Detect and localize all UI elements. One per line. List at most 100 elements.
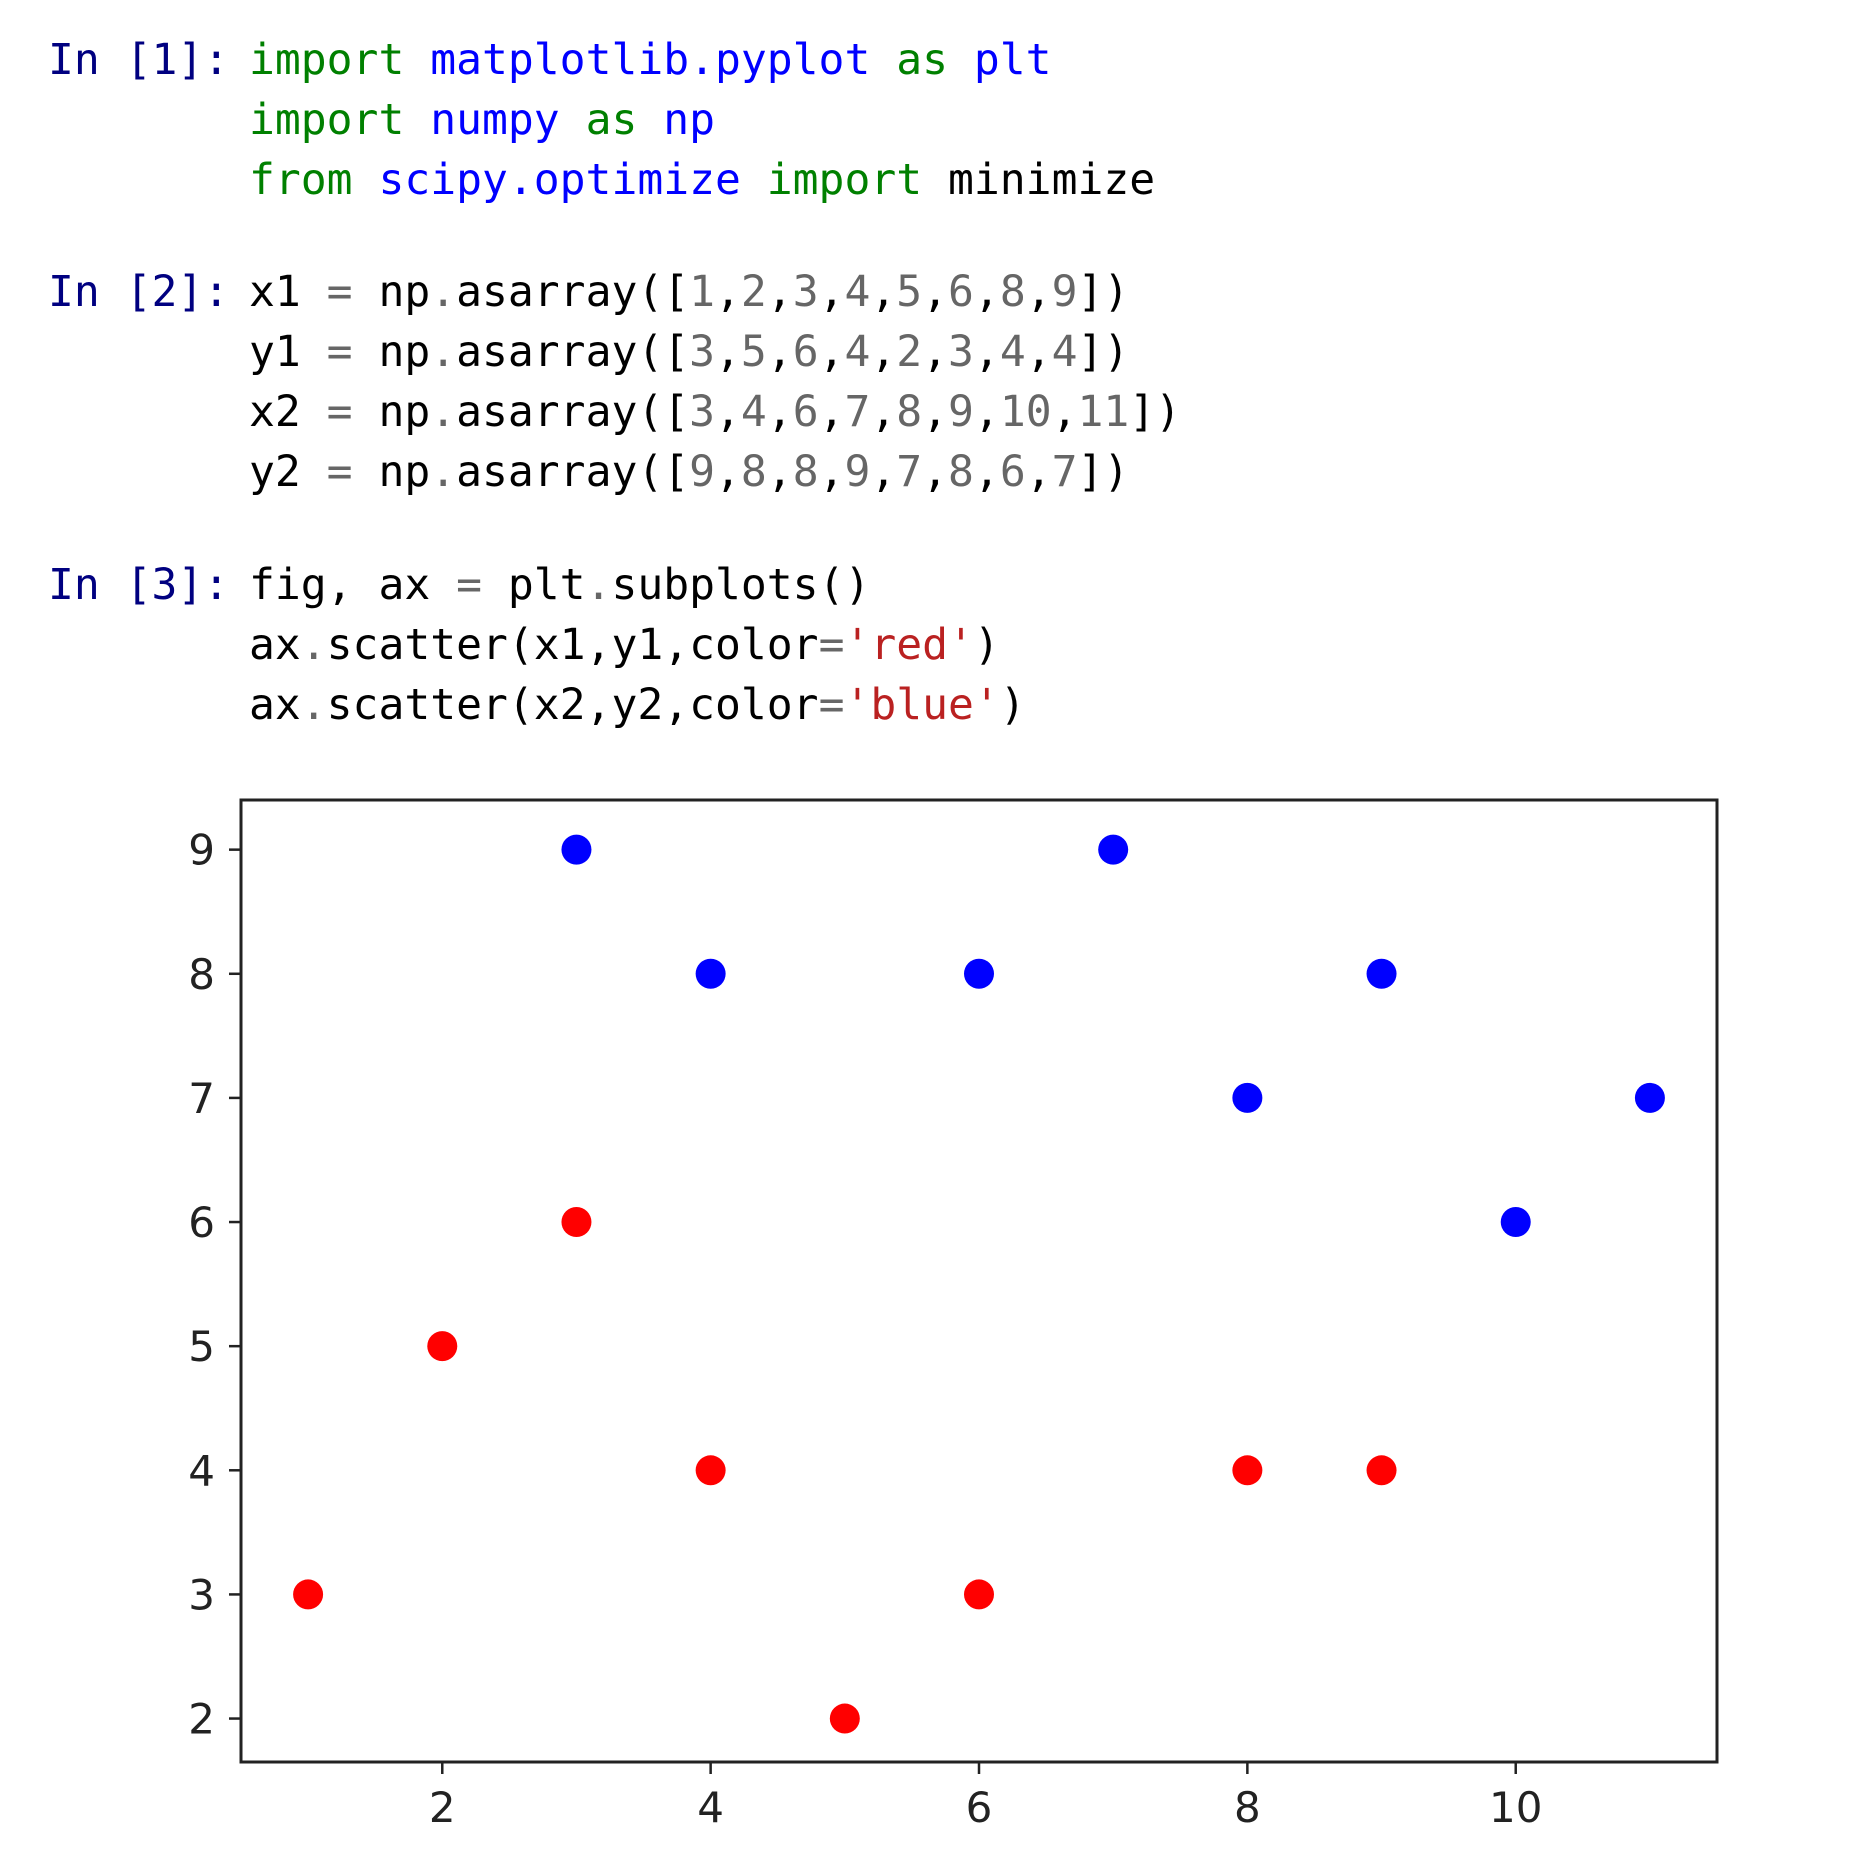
code-token: import [249, 35, 405, 85]
code-token: plt [482, 560, 586, 610]
code-input[interactable]: import matplotlib.pyplot as plt import nu… [249, 30, 1155, 210]
plot-frame [239, 798, 1719, 1764]
scatter-point [1098, 834, 1129, 865]
code-token: ]) [1129, 387, 1182, 437]
code-token: 2 [896, 327, 923, 377]
code-token: scatter(x1,y1,color [326, 620, 819, 670]
code-line: x1 = np.asarray([1,2,3,4,5,6,8,9]) [249, 262, 1181, 322]
y-tick-label: 4 [188, 1446, 215, 1495]
code-token: 1 [689, 267, 716, 317]
x-tick-label: 2 [429, 1783, 456, 1832]
code-token: , [973, 447, 1000, 497]
code-token: from [249, 155, 353, 205]
code-token [637, 95, 663, 145]
code-token [948, 35, 974, 85]
code-token: , [870, 387, 897, 437]
code-token: 9 [689, 447, 716, 497]
x-tick-label: 10 [1489, 1783, 1542, 1832]
code-token: , [922, 267, 949, 317]
y-tick-label: 5 [188, 1322, 215, 1371]
code-token: 4 [740, 387, 767, 437]
code-token: 5 [740, 327, 767, 377]
code-token: x2 [249, 387, 327, 437]
code-token: 6 [792, 387, 819, 437]
code-token [870, 35, 896, 85]
code-line: from scipy.optimize import minimize [249, 150, 1155, 210]
code-token: ax [249, 680, 301, 730]
code-token: , [973, 327, 1000, 377]
code-token: 4 [844, 267, 871, 317]
code-token: as [585, 95, 638, 145]
code-token: 8 [896, 387, 923, 437]
code-token: , [870, 327, 897, 377]
code-token: . [430, 327, 457, 377]
code-token: as [896, 35, 949, 85]
code-token: . [585, 560, 612, 610]
code-token: , [766, 447, 793, 497]
scatter-point [695, 1455, 726, 1486]
code-token: , [1025, 447, 1052, 497]
cell-prompt: In [3]: [48, 560, 230, 610]
y-tick-label: 6 [188, 1198, 215, 1247]
code-token: , [870, 447, 897, 497]
code-token: scipy.optimize [378, 155, 741, 205]
code-token: y2 [249, 447, 327, 497]
code-token: ax [249, 620, 301, 670]
code-token: asarray([ [456, 447, 690, 497]
code-line: fig, ax = plt.subplots() [249, 555, 1026, 615]
code-token [560, 95, 586, 145]
code-token [353, 155, 379, 205]
code-token: , [715, 387, 741, 437]
code-line: ax.scatter(x2,y2,color='blue') [249, 675, 1026, 735]
code-token: . [430, 267, 457, 317]
code-token: , [922, 387, 949, 437]
code-token: numpy [430, 95, 560, 145]
code-input[interactable]: fig, ax = plt.subplots() ax.scatter(x1,y1… [249, 555, 1026, 735]
code-token: 2 [740, 267, 767, 317]
scatter-point [1366, 1455, 1397, 1486]
scatter-point [695, 958, 726, 989]
code-token: = [456, 560, 482, 610]
code-input[interactable]: x1 = np.asarray([1,2,3,4,5,6,8,9]) y1 = n… [249, 262, 1181, 502]
cell-prompt: In [1]: [48, 35, 230, 85]
code-token: ]) [1077, 447, 1130, 497]
code-token: 3 [792, 267, 819, 317]
code-token: ) [999, 680, 1026, 730]
y-tick-label: 7 [188, 1074, 215, 1123]
code-token: , [973, 387, 1000, 437]
code-token: = [326, 447, 353, 497]
scatter-point [1500, 1207, 1531, 1238]
code-token: ]) [1077, 267, 1130, 317]
code-token: , [818, 387, 845, 437]
code-token: scatter(x2,y2,color [326, 680, 819, 730]
code-token: 9 [948, 387, 974, 437]
code-token: x1 [249, 267, 327, 317]
y-tick-label: 8 [188, 950, 215, 999]
code-token: . [430, 387, 457, 437]
code-token: plt [973, 35, 1052, 85]
code-token: 4 [844, 327, 871, 377]
code-token: , [766, 267, 793, 317]
plot-marks: 2 3 4 5 6 7 8 9 2 4 6 8 10 [188, 798, 1719, 1832]
y-tick-label: 2 [188, 1695, 215, 1744]
code-token: 3 [689, 327, 716, 377]
code-token: . [300, 680, 327, 730]
code-token: , [818, 327, 845, 377]
code-token: ]) [1077, 327, 1130, 377]
x-tick-label: 8 [1234, 1783, 1261, 1832]
code-line: import matplotlib.pyplot as plt [249, 30, 1155, 90]
y-tick-label: 9 [188, 826, 215, 875]
code-token: 4 [999, 327, 1026, 377]
code-token: , [922, 447, 949, 497]
code-token: , [1025, 267, 1052, 317]
code-token: . [430, 447, 457, 497]
code-token: ) [973, 620, 1000, 670]
code-token: 9 [844, 447, 871, 497]
scatter-plot-output: 2 3 4 5 6 7 8 9 2 4 6 8 10 [188, 798, 1719, 1832]
code-token [404, 95, 430, 145]
code-token: = [326, 327, 353, 377]
code-token: 8 [999, 267, 1026, 317]
cell-prompt: In [2]: [48, 267, 230, 317]
code-token: , [715, 267, 741, 317]
scatter-point [561, 1207, 592, 1238]
